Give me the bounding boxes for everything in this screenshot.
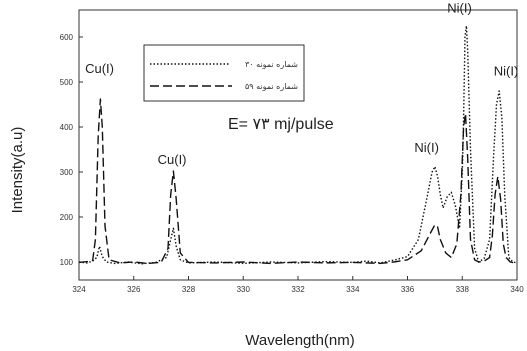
x-tick-label: 332 — [291, 285, 305, 294]
x-tick-label: 340 — [510, 285, 524, 294]
y-tick-label: 100 — [60, 258, 74, 267]
x-tick-label: 334 — [346, 285, 360, 294]
peak-label: Cu(I) — [158, 152, 187, 167]
y-tick-label: 400 — [60, 123, 74, 132]
peak-label: Ni(I) — [414, 140, 439, 155]
x-tick-label: 326 — [127, 285, 141, 294]
legend-label-sample-59: شماره نمونه ۵۹ — [245, 82, 298, 91]
y-tick-label: 200 — [60, 213, 74, 222]
x-axis-title: Wavelength(nm) — [245, 332, 354, 349]
energy-annotation: E= ۷۳ mj/pulse — [228, 116, 334, 133]
x-tick-label: 336 — [401, 285, 415, 294]
legend-label-sample-30: شماره نمونه ۳۰ — [245, 60, 298, 69]
x-tick-label: 328 — [182, 285, 196, 294]
peak-label: Ni(I) — [494, 63, 519, 78]
x-tick-label: 330 — [237, 285, 251, 294]
y-tick-label: 500 — [60, 78, 74, 87]
x-tick-label: 324 — [72, 285, 86, 294]
legend-box — [144, 45, 304, 101]
legend: شماره نمونه ۳۰ شماره نمونه ۵۹ — [144, 45, 304, 101]
peak-label: Ni(I) — [447, 0, 472, 15]
y-tick-label: 300 — [60, 168, 74, 177]
peak-label: Cu(I) — [85, 61, 114, 76]
x-tick-label: 338 — [456, 285, 470, 294]
y-tick-label: 600 — [60, 33, 74, 42]
y-axis-title: Intensity(a.u) — [9, 127, 26, 214]
